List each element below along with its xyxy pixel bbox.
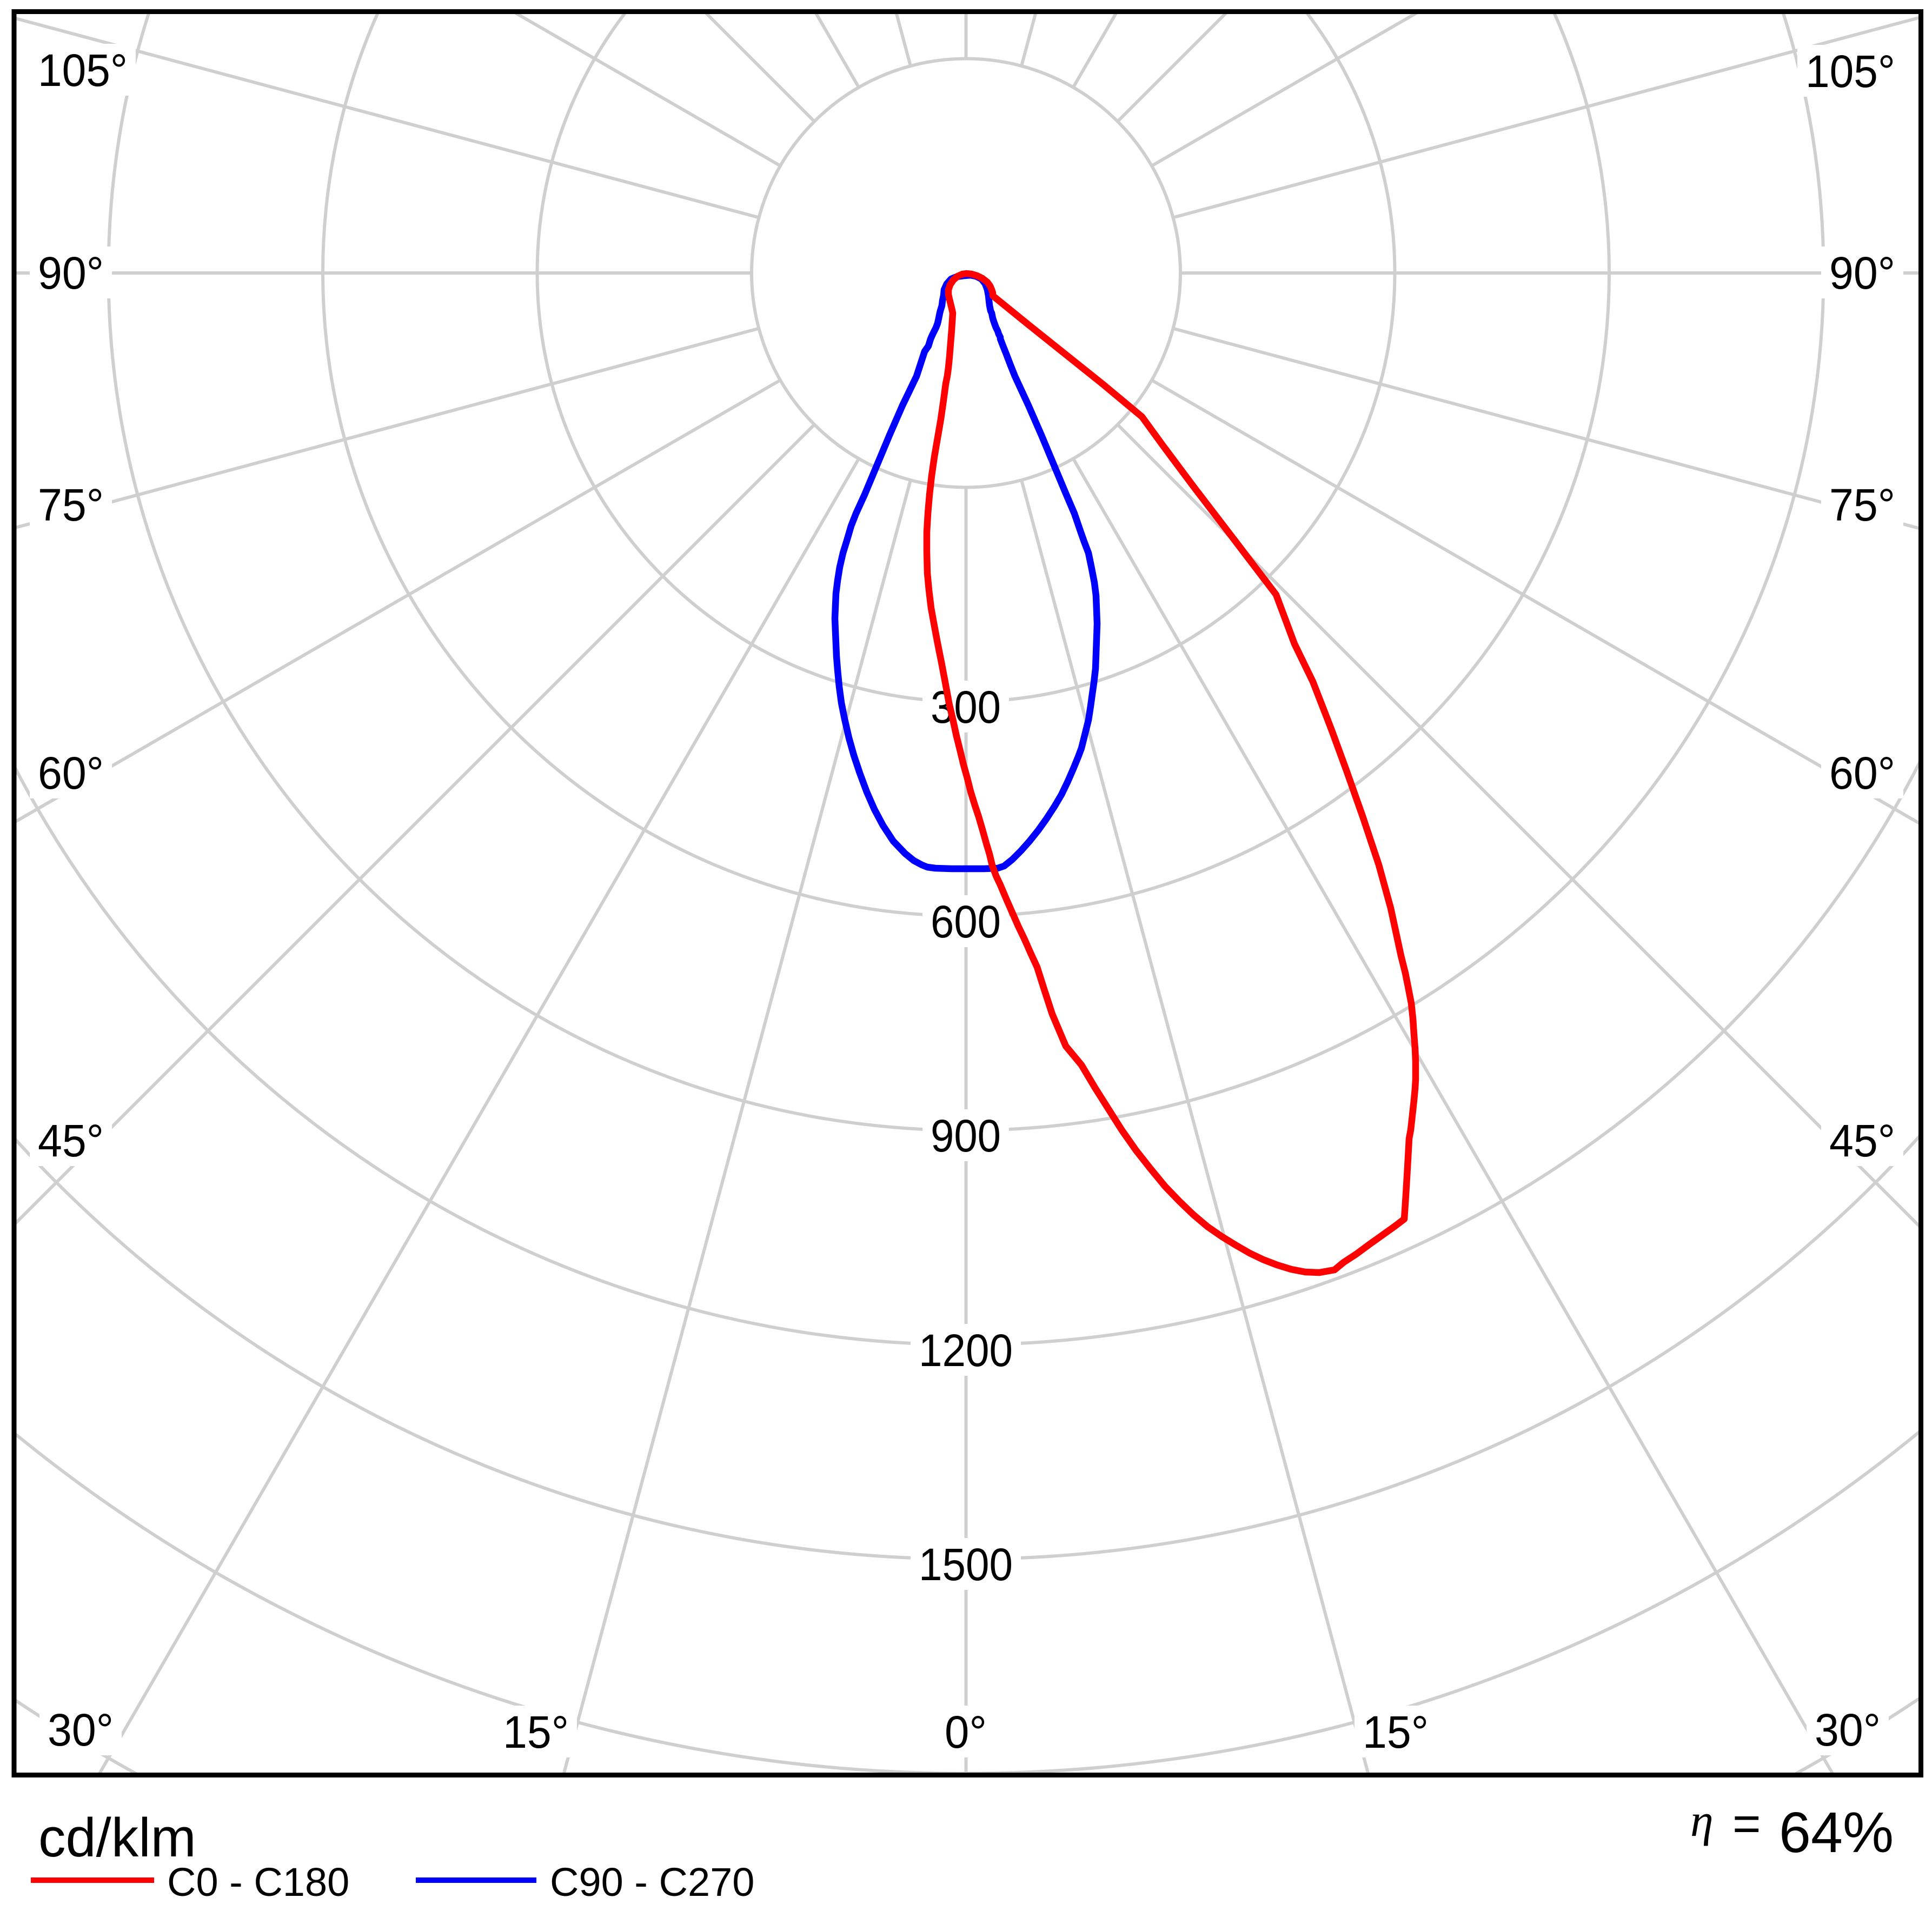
- svg-text:=: =: [1732, 1797, 1761, 1851]
- svg-text:η: η: [1690, 1794, 1714, 1846]
- svg-text:900: 900: [931, 1110, 1001, 1161]
- svg-text:1500: 1500: [919, 1539, 1013, 1590]
- svg-text:45°: 45°: [1829, 1115, 1895, 1166]
- svg-text:30°: 30°: [1815, 1704, 1881, 1755]
- svg-text:30°: 30°: [48, 1704, 114, 1755]
- svg-text:75°: 75°: [38, 480, 104, 530]
- svg-text:90°: 90°: [1829, 248, 1895, 298]
- svg-text:105°: 105°: [38, 45, 128, 96]
- svg-text:90°: 90°: [38, 248, 104, 298]
- svg-text:75°: 75°: [1829, 480, 1895, 530]
- svg-text:1200: 1200: [919, 1325, 1013, 1376]
- svg-text:C0 - C180: C0 - C180: [167, 1860, 349, 1905]
- svg-text:cd/klm: cd/klm: [38, 1808, 196, 1868]
- svg-text:15°: 15°: [503, 1707, 569, 1757]
- svg-text:64%: 64%: [1779, 1801, 1894, 1865]
- svg-text:C90 - C270: C90 - C270: [550, 1860, 754, 1905]
- svg-text:600: 600: [931, 896, 1001, 947]
- svg-text:60°: 60°: [38, 748, 104, 798]
- svg-text:105°: 105°: [1805, 46, 1895, 97]
- svg-text:45°: 45°: [38, 1115, 104, 1166]
- svg-text:60°: 60°: [1829, 748, 1895, 798]
- svg-text:15°: 15°: [1363, 1707, 1429, 1757]
- svg-text:300: 300: [931, 682, 1001, 733]
- svg-text:0°: 0°: [945, 1707, 987, 1757]
